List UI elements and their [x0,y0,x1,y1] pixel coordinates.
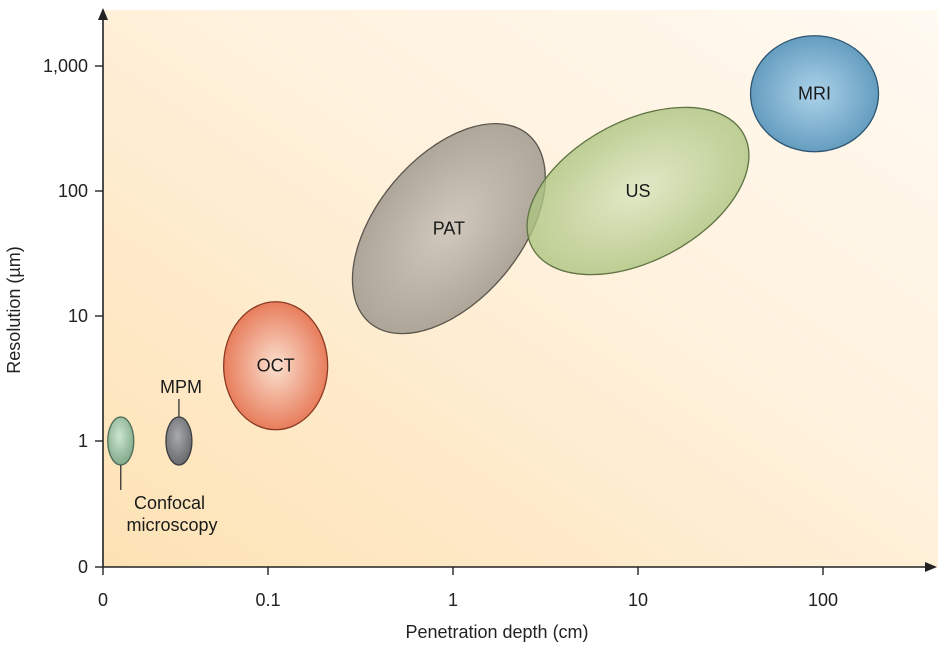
regions: OCT PAT US MRI [107,35,880,466]
region-us-ellipse [526,106,750,276]
region-mri: MRI [749,35,880,153]
region-confocal-ellipse [107,416,135,466]
confocal-callout-label: Confocal microscopy [126,493,217,535]
callout-leaders [120,399,180,490]
y-tick-label: 1,000 [43,56,88,76]
x-ticks: 0 0.1 1 10 100 [98,567,838,610]
x-tick-label: 1 [448,590,458,610]
region-pat-ellipse [351,123,546,335]
region-oct: OCT [223,301,329,431]
mpm-callout-line-1: MPM [160,377,202,397]
x-tick-label: 0 [98,590,108,610]
y-tick-label: 10 [68,306,88,326]
confocal-callout-line-1: Confocal [134,493,205,513]
region-mri-ellipse [749,35,880,153]
y-tick-label: 0 [78,557,88,577]
y-axis-title: Resolution (µm) [4,246,24,373]
region-mri-label: MRI [798,84,831,104]
x-tick-label: 100 [808,590,838,610]
region-oct-label: OCT [257,356,295,376]
region-mpm-ellipse [165,416,193,466]
confocal-callout-line-2: microscopy [126,515,217,535]
y-ticks: 0 1 10 100 1,000 [43,56,103,577]
region-confocal [107,416,135,466]
region-us: US [526,106,750,276]
y-tick-label: 1 [78,431,88,451]
region-pat-label: PAT [433,219,465,239]
mpm-callout-label: MPM [160,377,202,397]
region-pat: PAT [351,123,546,335]
region-oct-ellipse [223,301,329,431]
y-tick-label: 100 [58,181,88,201]
x-tick-label: 0.1 [255,590,280,610]
x-axis-title: Penetration depth (cm) [405,622,588,642]
region-mpm [165,416,193,466]
region-us-label: US [625,181,650,201]
x-tick-label: 10 [628,590,648,610]
